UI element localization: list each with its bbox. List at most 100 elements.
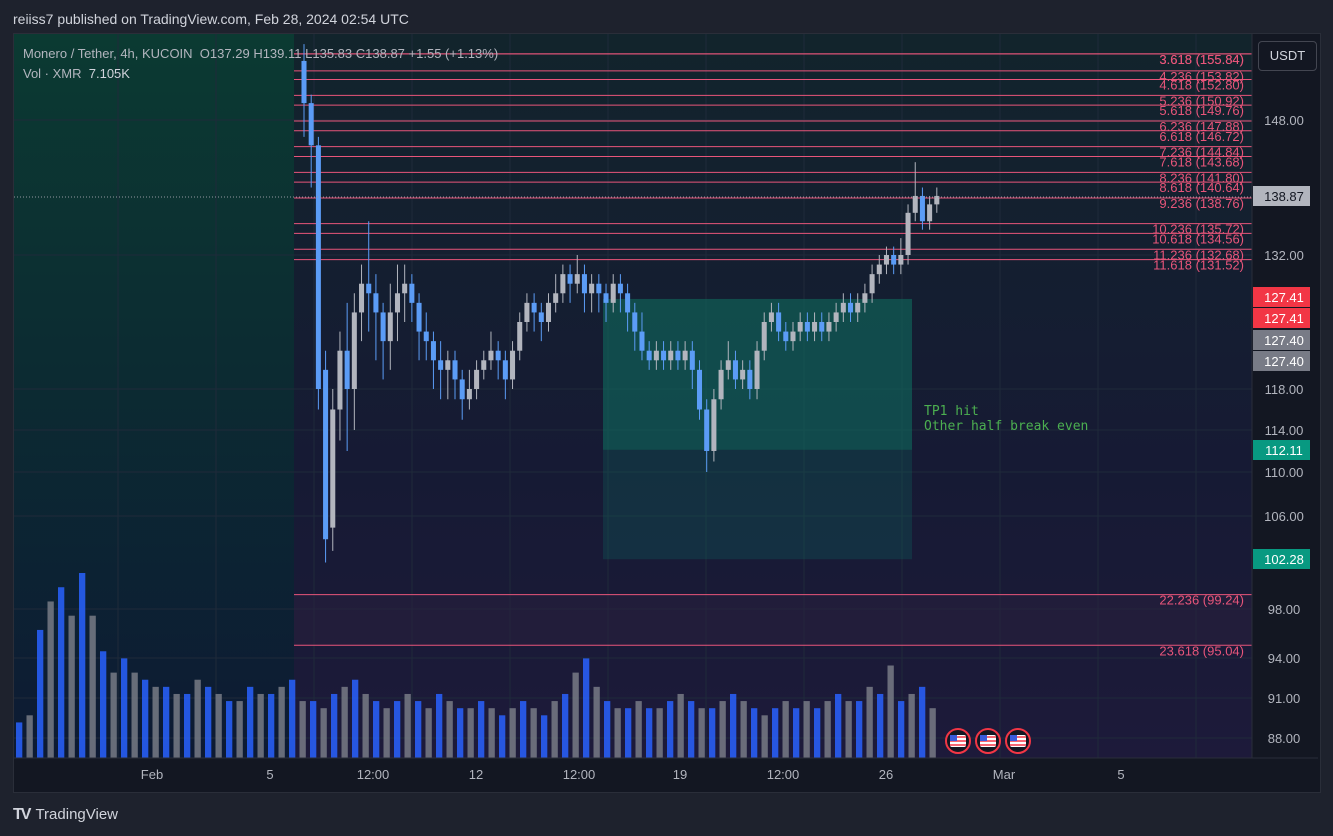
time-axis-tick: 26 [879,767,893,782]
volume-bar [908,693,915,758]
volume-bar [394,701,401,758]
chart-annotation[interactable]: TP1 hit Other half break even [924,404,1088,434]
candle-body [596,283,602,294]
volume-bar [772,708,779,758]
candle-body [905,212,911,255]
currency-button[interactable]: USDT [1258,41,1317,71]
volume-bar [352,679,359,758]
time-axis-tick: 5 [1117,767,1124,782]
volume-bar [667,701,674,758]
candle-body [574,274,580,284]
footer-brand[interactable]: TV TradingView [13,806,118,824]
volume-bar [320,708,327,758]
volume-bar [562,693,569,758]
candle-body [711,399,717,451]
low-value: 135.83 [312,46,353,61]
candle-body [517,322,523,351]
candle-body [790,331,796,342]
price-axis-tick: 148.00 [1264,113,1304,128]
volume-bar [236,701,243,758]
time-axis-tick: 5 [266,767,273,782]
volume-bar [551,701,558,758]
candle-body [423,331,429,342]
candle-body [768,312,774,322]
price-badge-label: 127.40 [1264,333,1304,348]
candle-body [617,283,623,294]
candle-body [567,274,573,284]
fib-level-label: 8.618 (140.64) [1159,180,1244,195]
candle-body [510,350,516,380]
volume-bar [226,701,233,758]
candle-body [927,204,933,222]
price-axis-tick: 114.00 [1265,423,1304,438]
fib-level-label: 23.618 (95.04) [1159,643,1244,658]
candle-body [409,283,415,303]
candle-body [430,341,436,361]
volume-bar [898,701,905,758]
volume-bar [152,686,159,758]
volume-bar [520,701,527,758]
candle-body [459,379,465,400]
price-badge-label: 127.41 [1264,311,1304,326]
volume-bar [247,686,254,758]
volume-bar [268,693,275,758]
candle-body [387,312,393,342]
volume-bar [457,708,464,758]
price-badge-label: 138.87 [1264,189,1304,204]
candle-body [826,322,832,332]
candle-body [531,302,537,313]
candle-body [934,195,940,205]
volume-bar [194,679,201,758]
fib-level-label: 22.236 (99.24) [1159,593,1244,608]
candle-body [855,302,861,313]
candle-body [668,350,674,361]
fib-level-label: 5.236 (150.92) [1159,93,1244,108]
symbol-name[interactable]: Monero / Tether, 4h, KUCOIN [23,46,193,61]
candle-body [344,350,350,389]
volume-bar [89,615,96,758]
volume-bar [436,693,443,758]
volume-bar [782,701,789,758]
volume-bar [709,708,716,758]
candle-body [761,322,767,351]
volume-bar [362,693,369,758]
price-axis-tick: 98.00 [1268,602,1301,617]
candle-body [351,312,357,389]
price-axis-tick: 118.00 [1265,382,1304,397]
candle-body [330,409,336,528]
publish-header: reiiss7 published on TradingView.com, Fe… [0,0,1333,36]
price-badge [1253,440,1310,460]
candle-body [725,360,731,370]
price-badge [1253,287,1310,307]
candle-body [315,145,321,389]
volume-bar [173,693,180,758]
volume-bar [310,701,317,758]
fib-level-label: 4.236 (153.82) [1159,69,1244,84]
candle-body [524,302,530,322]
candle-body [883,255,889,265]
us-flag-event-icon [980,735,987,741]
volume-bar [142,679,149,758]
volume-label: Vol · XMR [23,66,82,81]
volume-bar [887,665,894,758]
fib-level-label: 7.618 (143.68) [1159,154,1244,169]
volume-bar [751,708,758,758]
candle-body [740,369,746,380]
candle-body [848,302,854,313]
session-background-left [14,34,294,758]
volume-bar [58,587,65,758]
volume-bar [257,693,264,758]
open-value: 137.29 [209,46,250,61]
candle-body [538,312,544,322]
candle-body [797,322,803,332]
volume-bar [824,701,831,758]
fib-level-label: 8.236 (141.80) [1159,170,1244,185]
volume-bar [278,686,285,758]
price-badge-label: 112.11 [1265,443,1303,458]
candle-body [625,293,631,313]
candle-body [862,293,868,303]
volume-bar [803,701,810,758]
fib-level-label: 10.236 (135.72) [1152,222,1244,237]
fib-level-label: 10.618 (134.56) [1152,231,1244,246]
